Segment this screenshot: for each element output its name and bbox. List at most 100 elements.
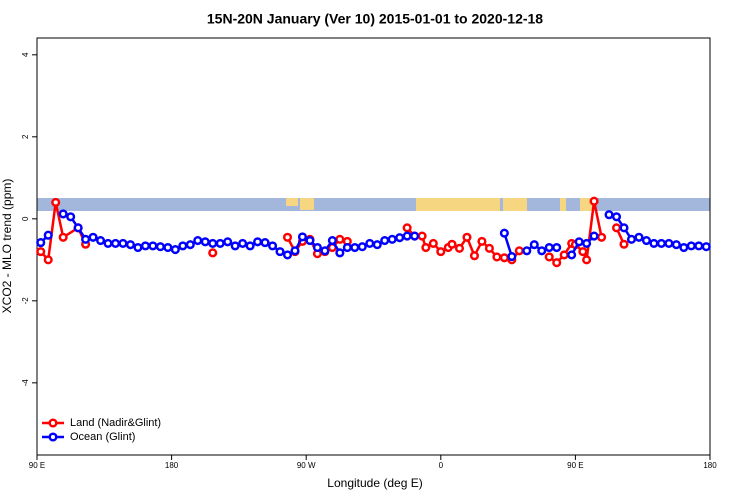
data-point	[664, 238, 674, 248]
data-point	[462, 232, 472, 242]
data-point	[305, 236, 315, 246]
x-axis-label: Longitude (deg E)	[327, 476, 422, 490]
data-point	[290, 246, 300, 256]
data-point	[469, 251, 480, 261]
data-point	[619, 239, 629, 249]
data-point	[51, 197, 61, 207]
data-point	[701, 242, 711, 252]
data-point	[148, 241, 158, 251]
data-point	[96, 236, 106, 246]
data-point	[350, 242, 360, 253]
data-point	[245, 241, 255, 251]
data-point	[208, 238, 218, 248]
data-point	[436, 247, 446, 257]
data-point	[223, 237, 233, 247]
y-tick-label: 0	[21, 216, 30, 221]
data-point	[454, 243, 465, 253]
y-tick-label: -4	[21, 379, 30, 387]
data-point	[529, 240, 539, 250]
data-point	[43, 255, 53, 265]
legend-label: Ocean (Glint)	[70, 431, 135, 443]
data-point	[679, 242, 689, 253]
land-map-strip	[37, 198, 710, 211]
data-point	[230, 241, 240, 251]
data-point	[335, 248, 345, 258]
data-point	[544, 252, 554, 262]
data-point	[522, 246, 532, 256]
y-tick-label: 4	[21, 52, 30, 57]
data-point	[365, 238, 375, 248]
data-point	[447, 239, 457, 249]
data-point	[417, 231, 427, 241]
data-point	[634, 232, 644, 242]
data-point	[410, 231, 420, 241]
data-point	[656, 238, 666, 248]
legend-marker	[48, 432, 58, 442]
data-point	[185, 240, 195, 250]
data-point	[215, 238, 225, 248]
data-point	[402, 231, 412, 241]
data-point	[597, 232, 607, 242]
data-point	[81, 234, 91, 244]
data-point	[103, 238, 113, 248]
data-point	[578, 247, 588, 257]
data-point	[282, 250, 293, 260]
data-point	[611, 223, 622, 233]
data-point	[193, 236, 203, 246]
data-point	[178, 241, 188, 251]
data-point	[163, 242, 173, 253]
data-point	[537, 246, 547, 256]
x-tick-label: 90 E	[567, 461, 583, 470]
data-point	[559, 250, 569, 260]
data-point	[260, 238, 270, 248]
data-point	[36, 238, 46, 248]
x-tick-label: 0	[439, 461, 444, 470]
data-point	[275, 247, 285, 257]
data-point	[395, 233, 405, 243]
chart-title: 15N-20N January (Ver 10) 2015-01-01 to 2…	[207, 11, 543, 27]
data-point	[36, 247, 46, 257]
data-point	[372, 240, 382, 250]
data-point	[604, 210, 614, 220]
data-point	[686, 241, 696, 251]
data-point	[320, 246, 330, 256]
data-point	[155, 242, 165, 252]
data-point	[125, 240, 136, 250]
data-point	[477, 236, 487, 246]
data-point	[514, 246, 524, 256]
data-point	[312, 242, 322, 253]
y-tick-label: -2	[21, 297, 30, 305]
data-point	[402, 223, 412, 233]
data-point	[544, 242, 554, 253]
data-point	[327, 236, 337, 246]
data-point	[282, 232, 293, 242]
data-point	[342, 242, 352, 253]
data-point	[170, 245, 180, 255]
data-point	[297, 232, 308, 242]
data-point	[641, 236, 651, 246]
x-tick-label: 90 W	[297, 461, 316, 470]
data-point	[118, 238, 128, 248]
data-point	[499, 253, 509, 263]
data-point	[484, 243, 494, 253]
data-point	[200, 237, 210, 247]
data-point	[552, 242, 562, 253]
data-point	[649, 238, 659, 248]
y-axis-label: XCO2 - MLO trend (ppm)	[0, 179, 14, 314]
data-point	[335, 234, 345, 244]
x-tick-label: 180	[703, 461, 717, 470]
data-point	[357, 242, 367, 252]
data-point	[66, 212, 76, 222]
data-point	[380, 236, 390, 246]
data-point	[140, 241, 150, 251]
data-point	[133, 242, 143, 253]
data-point	[694, 241, 704, 251]
data-point	[492, 252, 502, 262]
data-point	[582, 255, 592, 265]
data-point	[626, 234, 637, 244]
data-point	[611, 212, 622, 222]
data-point	[110, 238, 121, 248]
data-point	[208, 248, 218, 258]
data-point	[574, 237, 584, 247]
